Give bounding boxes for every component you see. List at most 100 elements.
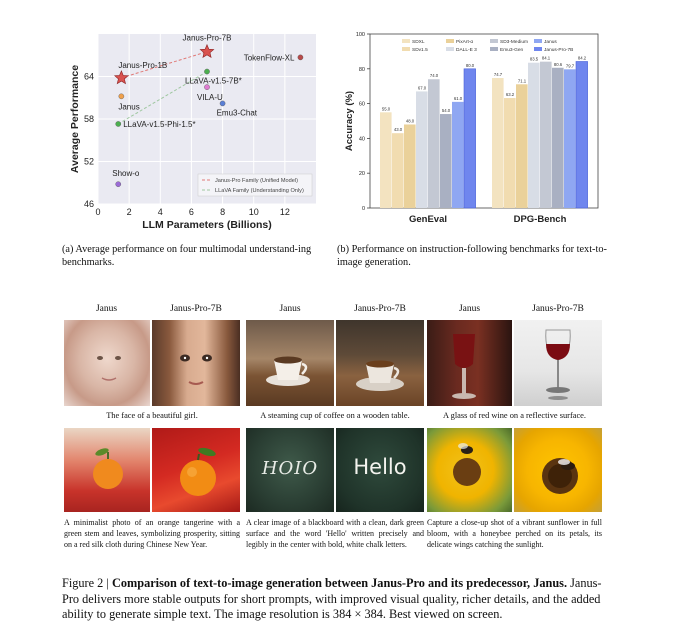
y-tick-label: 64 (84, 72, 94, 82)
y-tick-label: 100 (356, 32, 365, 38)
x-tick-label: 12 (280, 207, 290, 217)
y-tick-label: 0 (362, 206, 365, 212)
data-point (219, 100, 226, 107)
image-janus-wine (427, 320, 512, 406)
image-janus-pro-girl (152, 320, 240, 406)
y-tick-label: 46 (84, 199, 94, 209)
figure-caption: Figure 2 | Comparison of text-to-image g… (62, 576, 614, 623)
legend-label: PixArt-α (456, 39, 473, 45)
caption-b: (b) Performance on instruction-following… (337, 244, 607, 268)
point-label: Emu3-Chat (217, 108, 258, 117)
legend-swatch (446, 47, 454, 51)
bar (504, 98, 516, 208)
column-header: Janus-Pro-7B (532, 304, 584, 314)
legend-swatch (534, 39, 542, 43)
prompt-text: A minimalist photo of an orange tangerin… (64, 518, 240, 549)
bar-value-label: 74.0 (430, 73, 439, 78)
bar-value-label: 71.1 (518, 78, 527, 83)
point-label: VILA-U (197, 93, 223, 102)
chalk-text: Hello (353, 455, 407, 479)
bar (440, 114, 452, 208)
legend-label: LLaVA Family (Understanding Only) (215, 188, 304, 194)
image-janus-pro-wine (514, 320, 602, 406)
x-tick-label: GenEval (409, 214, 447, 225)
column-header: Janus-Pro-7B (354, 304, 406, 314)
bar-value-label: 63.2 (506, 92, 515, 97)
bar-value-label: 74.7 (494, 72, 503, 77)
figure-caption-body: Janus-Pro delivers more stable outputs f… (62, 576, 602, 621)
y-axis-label: Average Performance (69, 65, 81, 173)
column-header: Janus (458, 304, 481, 314)
legend-label: Janus-Pro-7B (544, 47, 573, 53)
legend-swatch (490, 39, 498, 43)
legend-label: SD3-Medium (500, 39, 528, 45)
legend-swatch (402, 47, 410, 51)
x-tick-label: DPG-Bench (514, 214, 567, 225)
bar-value-label: 55.0 (382, 106, 391, 111)
prompt-text: A steaming cup of coffee on a wooden tab… (260, 411, 410, 420)
bar (492, 78, 504, 208)
bar-value-label: 79.7 (566, 63, 575, 68)
point-label: Janus-Pro-7B (183, 34, 232, 43)
legend-label: DALL-E 3 (456, 47, 477, 53)
legend-label: Emu3-Gen (500, 47, 524, 53)
legend-label: SDv1.5 (412, 47, 428, 53)
x-tick-label: 2 (127, 207, 132, 217)
x-tick-label: 6 (189, 207, 194, 217)
legend-swatch (534, 47, 542, 51)
image-janus-tangerine (64, 428, 150, 512)
image-janus-pro-sunflower (514, 428, 602, 512)
legend-label: Janus (544, 39, 557, 45)
figure-label: Figure 2 | (62, 576, 112, 590)
y-tick-label: 60 (359, 102, 365, 108)
point-label: TokenFlow-XL (244, 53, 295, 62)
bar-value-label: 80.0 (466, 63, 475, 68)
data-point (204, 68, 210, 75)
y-axis-label: Accuracy (%) (344, 91, 355, 151)
bar (428, 79, 440, 208)
bar (416, 91, 428, 208)
image-janus-blackboard: HOIO (246, 428, 334, 512)
bar (516, 84, 528, 208)
bar-value-label: 67.0 (418, 85, 427, 90)
prompt-text: A glass of red wine on a reflective surf… (442, 411, 586, 420)
image-janus-pro-blackboard: Hello (336, 428, 424, 512)
column-header: Janus-Pro-7B (170, 304, 222, 314)
bar (404, 124, 416, 208)
data-point-star (113, 70, 129, 85)
image-janus-coffee (246, 320, 334, 406)
bar-value-label: 48.0 (406, 118, 415, 123)
point-label: Janus-Pro-1B (118, 61, 167, 70)
y-tick-label: 40 (359, 136, 365, 142)
prompt-text: A clear image of a blackboard with a cle… (246, 518, 424, 549)
bar (528, 62, 540, 209)
y-tick-label: 58 (84, 114, 94, 124)
image-janus-pro-coffee (336, 320, 424, 406)
x-tick-label: 0 (95, 207, 100, 217)
y-tick-label: 52 (84, 157, 94, 167)
data-point (115, 181, 122, 187)
legend-swatch (490, 47, 498, 51)
bar-value-label: 61.0 (454, 96, 463, 101)
bar (380, 112, 392, 208)
legend-label: SDXL (412, 39, 425, 45)
data-point (297, 54, 304, 61)
data-point (115, 121, 122, 127)
bar-chart: 0 20 40 60 80 100 Accuracy (%) 55.0 43.048.0 67.0… (344, 32, 599, 225)
bar-value-label: 84.1 (542, 56, 551, 61)
chalk-text: HOIO (261, 458, 319, 479)
column-header: Janus (95, 304, 118, 314)
image-janus-sunflower (427, 428, 512, 512)
bar (463, 68, 476, 209)
bar-value-label: 43.0 (394, 127, 403, 132)
column-header: Janus (279, 304, 301, 314)
legend-swatch (446, 39, 454, 43)
figure-caption-title: Comparison of text-to-image generation b… (111, 576, 568, 590)
bar-value-label: 84.2 (578, 55, 587, 60)
family-trend-line (117, 71, 208, 125)
bar (564, 69, 576, 209)
legend-box (197, 173, 313, 197)
image-janus-girl (64, 320, 150, 406)
bar-value-label: 54.0 (442, 108, 451, 113)
